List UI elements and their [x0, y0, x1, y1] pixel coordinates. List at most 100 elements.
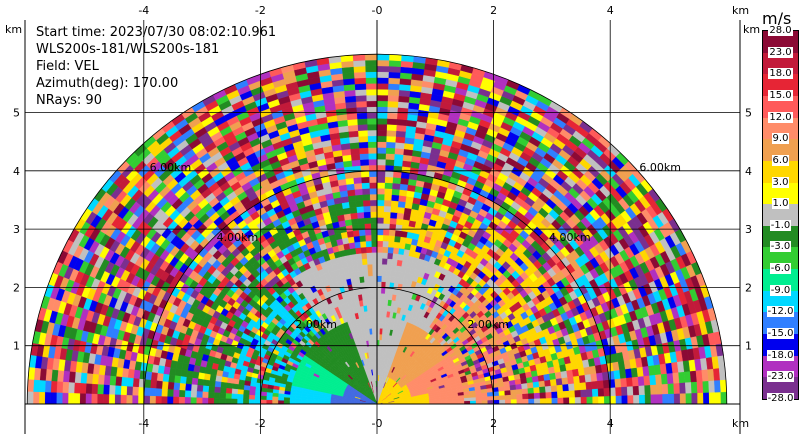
velocity-cell: [364, 223, 372, 230]
velocity-cell: [361, 182, 370, 190]
velocity-cell: [516, 393, 523, 400]
velocity-cell: [371, 240, 378, 247]
velocity-cell: [353, 71, 366, 79]
velocity-cell: [376, 123, 388, 131]
velocity-cell: [550, 384, 558, 393]
velocity-cell: [366, 263, 373, 271]
velocity-cell: [391, 258, 398, 266]
velocity-cell: [668, 393, 675, 405]
velocity-cell: [591, 380, 599, 390]
velocity-cell: [667, 383, 675, 395]
velocity-cell: [376, 304, 381, 312]
velocity-cell: [590, 372, 598, 382]
velocity-cell: [557, 390, 564, 398]
velocity-cell: [703, 392, 710, 405]
velocity-cell: [609, 395, 617, 405]
velocity-cell: [385, 135, 396, 143]
velocity-cell: [562, 383, 570, 392]
velocity-cell: [376, 275, 382, 282]
velocity-cell: [708, 380, 716, 393]
velocity-cell: [363, 275, 369, 283]
velocity-cell: [650, 393, 658, 405]
velocity-cell: [386, 264, 392, 271]
velocity-cell: [626, 376, 634, 387]
velocity-cell: [376, 59, 390, 67]
velocity-cell: [352, 229, 360, 237]
velocity-cell: [356, 112, 368, 120]
velocity-cell: [376, 310, 381, 317]
velocity-cell: [498, 394, 506, 400]
velocity-cell: [504, 399, 512, 405]
velocity-cell: [398, 189, 408, 197]
velocity-cell: [368, 164, 378, 172]
velocity-cell: [369, 182, 378, 189]
velocity-cell: [357, 217, 365, 225]
velocity-cell: [376, 182, 385, 189]
velocity-cell: [396, 118, 408, 126]
velocity-cell: [475, 400, 483, 405]
velocity-cell: [345, 107, 357, 115]
velocity-cell: [368, 176, 378, 183]
velocity-cell: [390, 264, 397, 272]
velocity-cell: [684, 381, 692, 394]
velocity-cell: [379, 328, 383, 335]
velocity-cell: [359, 240, 367, 248]
velocity-cell: [376, 223, 384, 230]
velocity-cell: [370, 234, 378, 242]
velocity-cell: [385, 147, 396, 155]
velocity-cell: [392, 171, 402, 179]
velocity-cell: [344, 95, 357, 103]
velocity-cell: [568, 389, 576, 398]
velocity-cell: [352, 176, 362, 184]
velocity-cell: [644, 384, 652, 395]
velocity-cell: [385, 269, 392, 277]
velocity-cell: [355, 253, 363, 260]
velocity-cell: [366, 252, 373, 259]
velocity-cell: [633, 394, 640, 405]
velocity-cell: [585, 381, 593, 390]
velocity-cell: [672, 372, 680, 384]
velocity-cell: [376, 234, 384, 242]
velocity-cell: [387, 77, 401, 85]
velocity-cell: [395, 124, 407, 132]
velocity-cell: [481, 399, 489, 405]
velocity-cell: [376, 316, 381, 323]
velocity-cell: [362, 193, 371, 201]
velocity-cell: [350, 218, 359, 226]
velocity-cell: [533, 392, 541, 399]
velocity-cell: [349, 206, 358, 214]
velocity-cell: [720, 391, 728, 405]
velocity-cell: [376, 205, 385, 212]
velocity-cell: [387, 240, 395, 248]
velocity-cell: [391, 253, 399, 260]
velocity-cell: [510, 398, 518, 405]
velocity-cell: [376, 281, 382, 288]
velocity-cell: [352, 59, 366, 67]
velocity-cell: [368, 170, 378, 178]
velocity-cell: [364, 59, 378, 67]
velocity-cell: [383, 211, 391, 219]
velocity-cell: [386, 118, 398, 126]
velocity-cell: [584, 373, 592, 383]
velocity-cell: [399, 183, 409, 191]
velocity-cell: [562, 390, 570, 398]
velocity-cell: [376, 292, 382, 300]
velocity-cell: [383, 299, 389, 306]
velocity-cell: [369, 199, 378, 207]
velocity-cell: [387, 89, 400, 97]
velocity-cell: [388, 65, 401, 73]
velocity-cell: [383, 304, 388, 312]
velocity-cell: [539, 391, 547, 399]
velocity-cell: [504, 394, 512, 400]
velocity-cell: [481, 396, 488, 401]
velocity-cell: [376, 322, 381, 329]
velocity-cell: [393, 159, 403, 167]
velocity-cell: [574, 389, 582, 398]
velocity-cell: [527, 387, 535, 394]
velocity-cell: [708, 391, 716, 405]
velocity-cell: [399, 236, 407, 244]
velocity-cell: [371, 257, 378, 265]
velocity-cell: [379, 322, 383, 329]
velocity-cell: [382, 234, 390, 242]
velocity-cell: [367, 275, 373, 283]
